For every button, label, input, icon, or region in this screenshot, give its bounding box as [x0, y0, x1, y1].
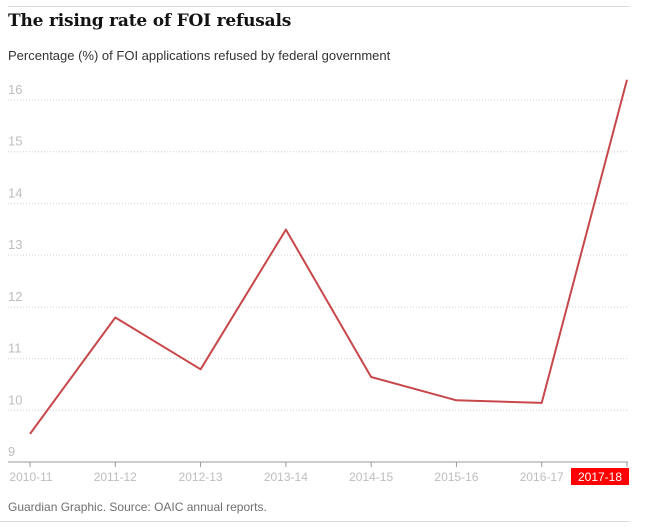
- y-tick-label: 15: [8, 134, 22, 149]
- y-axis-ticks: 9 10 11 12 13 14 15 16: [8, 82, 22, 459]
- gridlines: [8, 99, 628, 411]
- y-tick-label: 16: [8, 82, 22, 97]
- x-tick-label: 2011-12: [94, 470, 137, 484]
- x-axis-ticks: 2010-11 2011-12 2012-13 2013-14 2014-15 2015-…: [9, 462, 629, 485]
- highlight-badge: [571, 468, 629, 485]
- x-tick-label: 2016-17: [520, 470, 564, 484]
- x-tick-label: 2013-14: [264, 470, 308, 484]
- x-tick-label: 2017-18: [578, 470, 622, 484]
- chart-title: The rising rate of FOI refusals: [8, 11, 292, 31]
- y-tick-label: 11: [8, 341, 22, 356]
- x-tick-label: 2014-15: [349, 470, 393, 484]
- y-tick-label: 12: [8, 289, 22, 304]
- source-note: Guardian Graphic. Source: OAIC annual re…: [8, 500, 267, 514]
- y-tick-label: 14: [8, 185, 22, 200]
- series: [29, 79, 628, 435]
- top-rule: [8, 6, 630, 7]
- x-tick-label: 2012-13: [179, 470, 223, 484]
- y-tick-label: 9: [8, 444, 15, 459]
- bottom-rule: [0, 521, 630, 522]
- y-tick-label: 10: [8, 392, 22, 407]
- x-tick-label: 2010-11: [9, 470, 52, 484]
- x-tick-label: 2015-16: [434, 470, 478, 484]
- y-tick-label: 13: [8, 237, 22, 252]
- series-line: [29, 79, 628, 435]
- chart-subtitle: Percentage (%) of FOI applications refus…: [8, 48, 391, 63]
